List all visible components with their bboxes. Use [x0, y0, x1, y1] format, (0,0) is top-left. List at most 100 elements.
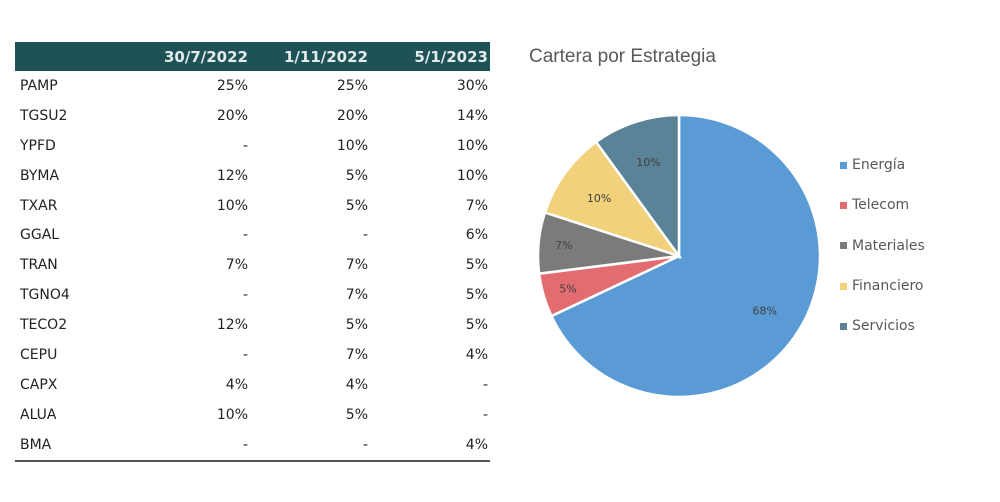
- value-cell-date-1: 12%: [216, 167, 248, 184]
- portfolio-table: 30/7/2022 1/11/2022 5/1/2023 PAMP 25% 25% 3…: [15, 42, 490, 462]
- pie-data-label: 7%: [555, 239, 572, 252]
- value-cell-date-1: 10%: [216, 197, 248, 214]
- value-cell-date-2: -: [362, 227, 368, 244]
- value-cell-date-1: 7%: [225, 257, 248, 274]
- table-body: PAMP 25% 25% 30% TGSU2 20% 20% 14% YPFD -10% 10% BY…: [15, 71, 490, 460]
- legend-swatch-icon: [840, 161, 847, 169]
- value-cell-date-3: 14%: [456, 107, 488, 124]
- legend-item: Servicios: [840, 306, 925, 346]
- value-cell-date-1: 25%: [216, 77, 248, 94]
- value-cell-date-1: 4%: [225, 376, 248, 393]
- table-header: 30/7/2022 1/11/2022 5/1/2023: [15, 42, 490, 71]
- pie-data-label: 5%: [559, 282, 576, 295]
- value-cell-date-1: -: [242, 137, 248, 154]
- value-cell-date-3: 5%: [465, 287, 488, 304]
- table-row: TECO2 12% 5% 5%: [15, 310, 490, 340]
- legend-item: Materiales: [840, 226, 925, 266]
- value-cell-date-1: 20%: [216, 107, 248, 124]
- value-cell-date-1: 12%: [216, 317, 248, 334]
- value-cell-date-3: 5%: [465, 257, 488, 274]
- table-row: TGNO4 - 7% 5%: [15, 280, 490, 310]
- ticker-cell: CEPU: [20, 346, 58, 363]
- header-date-2: 1/11/2022: [283, 47, 368, 66]
- value-cell-date-2: 10%: [336, 137, 368, 154]
- table-row: TGSU2 20% 20% 14%: [15, 101, 490, 131]
- table-row: BMA - - 4%: [15, 430, 490, 460]
- legend-label: Energía: [852, 157, 906, 174]
- ticker-cell: BYMA: [20, 167, 60, 184]
- value-cell-date-3: 4%: [465, 346, 488, 363]
- header-date-1: 30/7/2022: [163, 47, 248, 66]
- chart-title: Cartera por Estrategia: [529, 46, 716, 67]
- ticker-cell: ALUA: [20, 406, 57, 423]
- value-cell-date-3: 6%: [465, 227, 488, 244]
- value-cell-date-3: -: [482, 406, 488, 423]
- ticker-cell: TGNO4: [20, 287, 70, 304]
- value-cell-date-3: -: [482, 376, 488, 393]
- value-cell-date-1: -: [242, 346, 248, 363]
- value-cell-date-2: 5%: [345, 197, 368, 214]
- table-row: CEPU - 7% 4%: [15, 340, 490, 370]
- pie-data-label: 68%: [752, 304, 776, 317]
- legend-swatch-icon: [840, 322, 847, 330]
- ticker-cell: TECO2: [20, 317, 68, 334]
- pie-slices: [536, 113, 822, 399]
- value-cell-date-2: 5%: [345, 167, 368, 184]
- value-cell-date-1: -: [242, 287, 248, 304]
- table-row: TRAN 7% 7% 5%: [15, 250, 490, 280]
- table-row: YPFD - 10% 10%: [15, 131, 490, 161]
- table-row: BYMA 12% 5% 10%: [15, 161, 490, 191]
- table-row: PAMP 25% 25% 30%: [15, 71, 490, 101]
- legend-item: Telecom: [840, 185, 925, 225]
- ticker-cell: GGAL: [20, 227, 60, 244]
- legend-swatch-icon: [840, 282, 847, 290]
- value-cell-date-2: -: [362, 436, 368, 453]
- value-cell-date-2: 5%: [345, 317, 368, 334]
- value-cell-date-2: 4%: [345, 376, 368, 393]
- value-cell-date-3: 10%: [456, 137, 488, 154]
- legend-item: Financiero: [840, 266, 925, 306]
- pie-data-label: 10%: [587, 192, 611, 205]
- legend-label: Servicios: [852, 318, 915, 335]
- table-row: CAPX 4% 4% -: [15, 370, 490, 400]
- legend-swatch-icon: [840, 242, 847, 250]
- value-cell-date-2: 7%: [345, 257, 368, 274]
- value-cell-date-1: -: [242, 227, 248, 244]
- table-row: GGAL - - 6%: [15, 220, 490, 250]
- legend-label: Telecom: [852, 197, 910, 214]
- table-row: TXAR 10% 5% 7%: [15, 191, 490, 221]
- value-cell-date-1: 10%: [216, 406, 248, 423]
- value-cell-date-2: 7%: [345, 287, 368, 304]
- value-cell-date-3: 10%: [456, 167, 488, 184]
- value-cell-date-3: 7%: [465, 197, 488, 214]
- ticker-cell: TGSU2: [20, 107, 68, 124]
- pie-slice-energia: [549, 113, 822, 399]
- ticker-cell: TXAR: [20, 197, 58, 214]
- value-cell-date-2: 25%: [336, 77, 368, 94]
- ticker-cell: TRAN: [20, 257, 58, 274]
- value-cell-date-2: 20%: [336, 107, 368, 124]
- value-cell-date-3: 30%: [456, 77, 488, 94]
- legend-label: Financiero: [852, 278, 924, 295]
- value-cell-date-3: 5%: [465, 317, 488, 334]
- pie-slice-financiero: [543, 140, 683, 259]
- ticker-cell: PAMP: [20, 77, 58, 94]
- table-row: ALUA 10% 5% -: [15, 400, 490, 430]
- table-bottom-rule: [15, 459, 490, 462]
- header-date-3: 5/1/2023: [414, 47, 488, 66]
- chart-legend: Energía Telecom Materiales Financiero Servic…: [840, 145, 925, 346]
- value-cell-date-2: 7%: [345, 346, 368, 363]
- ticker-cell: YPFD: [20, 137, 56, 154]
- value-cell-date-3: 4%: [465, 436, 488, 453]
- legend-item: Energía: [840, 145, 925, 185]
- legend-label: Materiales: [852, 237, 925, 254]
- value-cell-date-1: -: [242, 436, 248, 453]
- pie-data-label: 10%: [636, 156, 660, 169]
- ticker-cell: BMA: [20, 436, 52, 453]
- value-cell-date-2: 5%: [345, 406, 368, 423]
- pie-slice-servicios: [594, 113, 681, 260]
- pie-labels: 68% 5% 7% 10% 10%: [555, 156, 777, 317]
- legend-swatch-icon: [840, 201, 847, 209]
- ticker-cell: CAPX: [20, 376, 58, 393]
